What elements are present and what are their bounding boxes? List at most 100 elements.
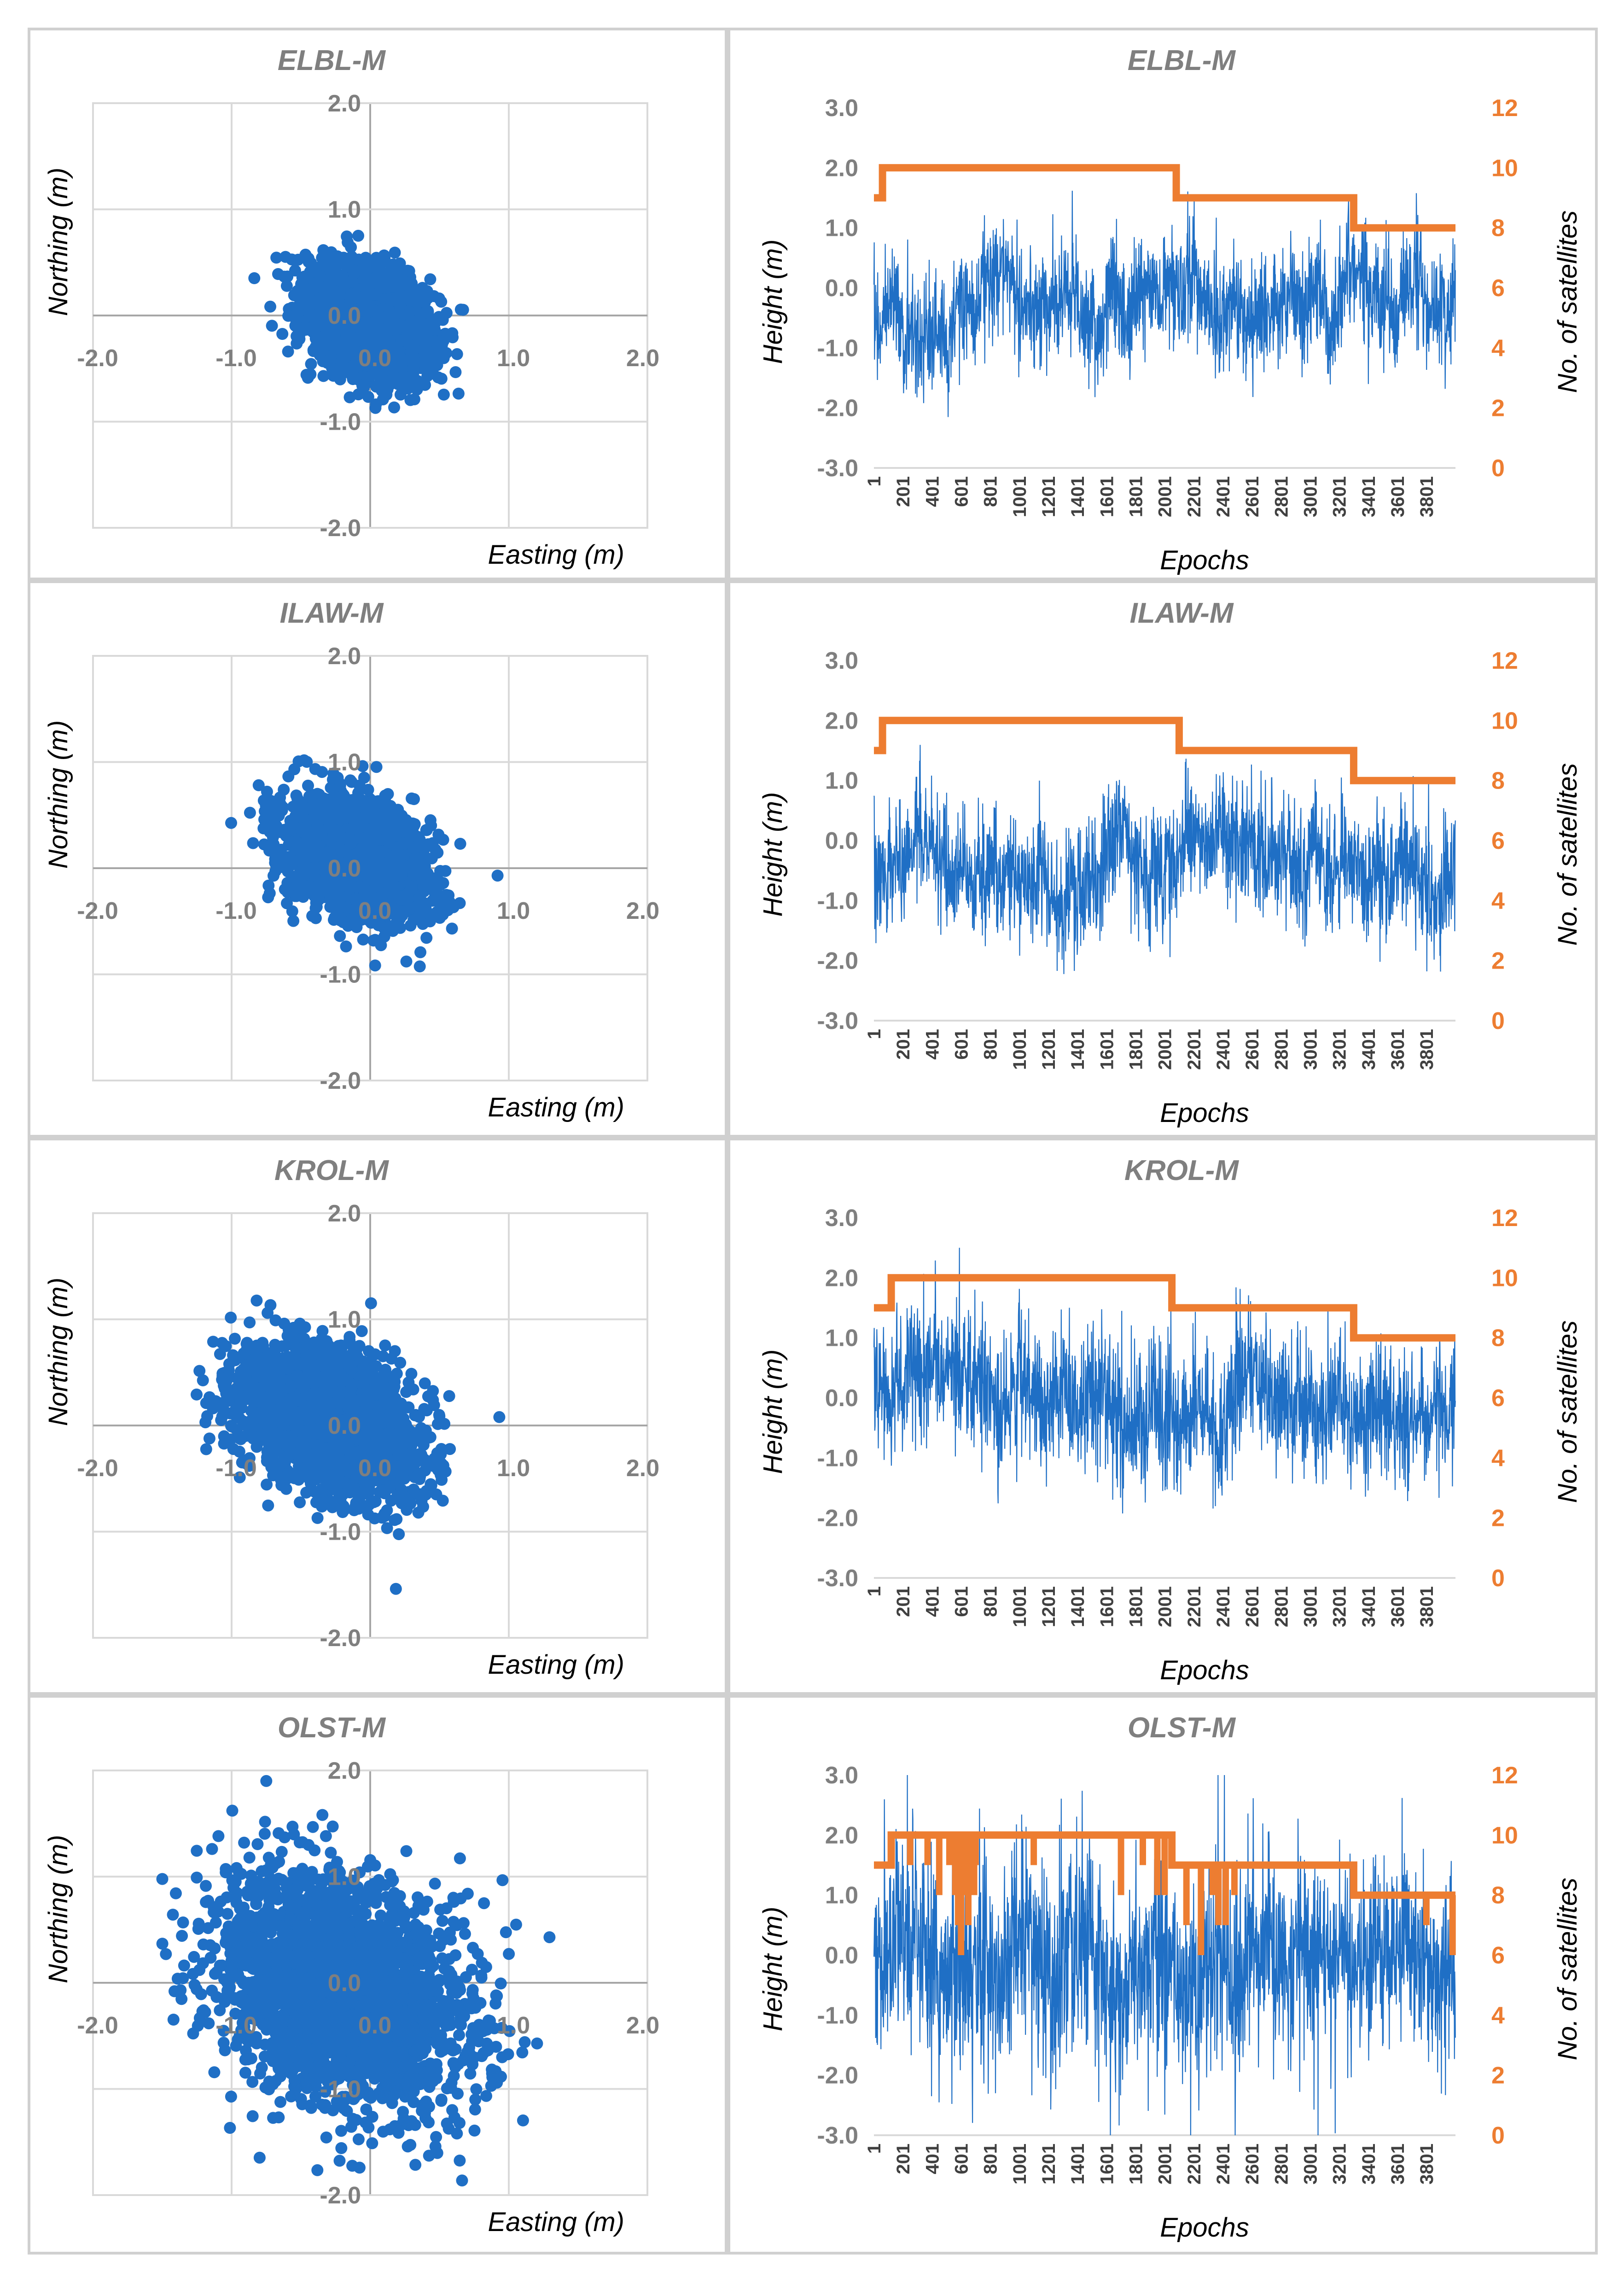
data-point	[423, 334, 435, 347]
data-point	[247, 837, 259, 849]
data-point	[269, 865, 282, 877]
x-tick-label: 3801	[1417, 476, 1437, 517]
x-tick-label: 1201	[1039, 476, 1059, 517]
x-tick-label: 2201	[1184, 476, 1205, 517]
data-point	[279, 251, 291, 263]
data-point	[454, 838, 466, 850]
data-point	[389, 371, 402, 384]
data-point	[325, 246, 338, 258]
chart-title: ILAW-M	[280, 597, 384, 629]
data-point	[305, 358, 317, 370]
data-point	[362, 391, 374, 403]
data-point	[416, 357, 429, 369]
data-point	[428, 346, 441, 358]
data-point	[280, 280, 293, 292]
data-point	[397, 320, 410, 333]
x-tick-label: 2.0	[626, 345, 659, 372]
data-point	[369, 288, 381, 301]
data-point	[268, 818, 280, 830]
data-point	[384, 324, 396, 336]
y2-tick-label: 4	[1491, 335, 1505, 362]
data-point	[326, 299, 338, 312]
data-point	[446, 923, 458, 935]
y2-tick-label: 10	[1491, 155, 1518, 181]
y-tick-label: 2.0	[825, 155, 858, 181]
data-point	[387, 258, 399, 271]
data-point	[369, 959, 381, 972]
data-points	[248, 229, 469, 414]
data-point	[356, 760, 369, 772]
data-point	[357, 300, 370, 313]
data-point	[317, 291, 329, 304]
chart-title: ELBL-M	[1128, 45, 1236, 76]
data-point	[383, 335, 395, 347]
data-point	[225, 817, 237, 829]
line-chart-elbl: ELBL-M3.02.01.00.0-1.0-2.0-3.01210864201…	[758, 45, 1583, 575]
x-tick-label: 2001	[1155, 476, 1176, 517]
y-tick-label: 1.0	[825, 215, 858, 242]
data-point	[299, 248, 312, 261]
data-point	[434, 911, 446, 924]
data-point	[338, 347, 350, 359]
x-tick-label: 2801	[1271, 476, 1292, 517]
y-tick-label: -1.0	[817, 335, 858, 362]
data-point	[337, 361, 349, 373]
data-point	[419, 296, 431, 309]
data-point	[358, 771, 370, 784]
data-point	[264, 300, 276, 313]
x-tick-label: -1.0	[215, 345, 257, 372]
x-tick-label: 801	[981, 476, 1001, 507]
x-tick-label: 3001	[1301, 476, 1321, 517]
data-point	[346, 275, 359, 287]
data-point	[424, 814, 437, 826]
data-point	[261, 785, 273, 798]
data-point	[434, 336, 447, 348]
y2-tick-label: 2	[1491, 395, 1505, 422]
x-tick-label: 1401	[1068, 476, 1088, 517]
data-point	[282, 310, 295, 322]
y2-axis-title: No. of satellites	[1553, 210, 1583, 393]
data-point	[337, 302, 349, 314]
data-point	[270, 251, 283, 264]
data-point	[316, 251, 328, 264]
data-point	[388, 401, 400, 414]
data-point	[422, 306, 434, 319]
x-tick-label: 3401	[1359, 476, 1379, 517]
x-tick-label: 3201	[1330, 476, 1350, 517]
y2-tick-label: 8	[1491, 215, 1505, 242]
y-tick-label: -2.0	[817, 395, 858, 422]
data-point	[437, 877, 449, 889]
data-point	[437, 388, 450, 401]
data-point	[248, 272, 261, 284]
x-axis-title: Easting (m)	[488, 540, 624, 570]
data-point	[454, 304, 467, 316]
data-point	[304, 368, 317, 380]
data-point	[429, 323, 441, 336]
data-point	[408, 393, 420, 405]
data-point	[407, 363, 419, 375]
height-series-line	[873, 191, 1456, 417]
x-tick-label: 3601	[1388, 476, 1408, 517]
data-point	[360, 350, 372, 363]
data-point	[394, 388, 407, 401]
scatter-chart-elbl: ELBL-M-2.0 -1.0 0.0 1.0 2.02.01.00.0-1.0-2.0…	[43, 45, 659, 570]
data-point	[266, 320, 278, 332]
data-point	[389, 246, 401, 259]
data-point	[385, 295, 397, 307]
data-point	[397, 278, 410, 290]
data-point	[345, 251, 358, 263]
data-point	[343, 391, 356, 403]
data-point	[303, 323, 316, 335]
data-point	[379, 311, 392, 324]
data-point	[309, 278, 321, 290]
data-point	[424, 273, 437, 286]
x-tick-label: 1801	[1126, 476, 1147, 517]
data-point	[367, 328, 380, 340]
data-point	[278, 783, 290, 796]
y-tick-label: 1.0	[328, 197, 361, 223]
x-tick-label: 201	[893, 476, 914, 507]
data-point	[421, 370, 434, 382]
data-point	[303, 297, 315, 309]
data-point	[317, 370, 330, 382]
